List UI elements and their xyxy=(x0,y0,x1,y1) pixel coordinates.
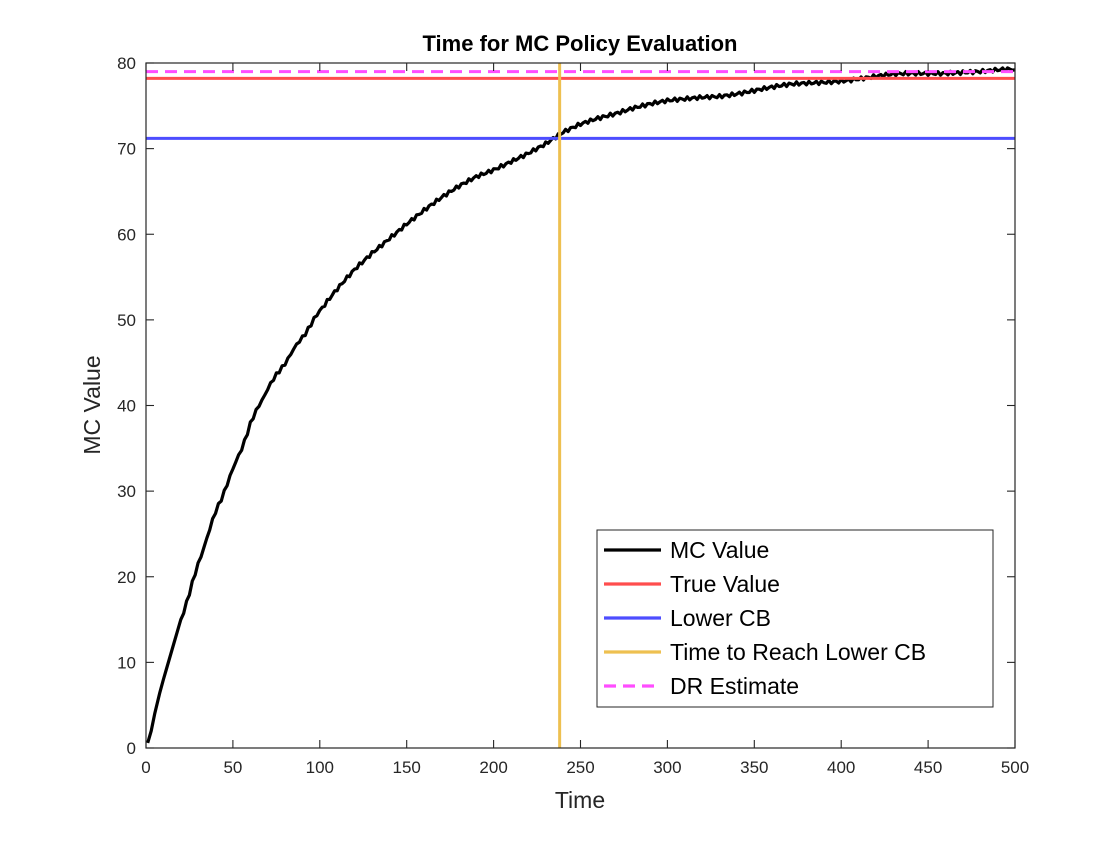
y-tick-label: 30 xyxy=(117,482,136,501)
x-tick-label: 100 xyxy=(306,758,334,777)
y-tick-label: 20 xyxy=(117,568,136,587)
data-layer xyxy=(146,63,1016,748)
x-tick-label: 50 xyxy=(223,758,242,777)
x-tick-label: 150 xyxy=(393,758,421,777)
y-tick-label: 0 xyxy=(127,739,136,758)
legend-label-mc-value: MC Value xyxy=(670,537,769,563)
x-tick-label: 450 xyxy=(914,758,942,777)
x-tick-label: 200 xyxy=(479,758,507,777)
legend-label-time-to-reach-lower-cb: Time to Reach Lower CB xyxy=(670,639,926,665)
y-tick-label: 80 xyxy=(117,54,136,73)
chart-title: Time for MC Policy Evaluation xyxy=(423,31,738,56)
legend: MC Value True Value Lower CB Time to Reach … xyxy=(596,529,994,708)
series-mc-value xyxy=(146,66,1016,744)
legend-label-true-value: True Value xyxy=(670,571,780,597)
y-tick-label: 60 xyxy=(117,225,136,244)
legend-label-dr-estimate: DR Estimate xyxy=(670,673,799,699)
y-tick-label: 50 xyxy=(117,311,136,330)
x-tick-label: 500 xyxy=(1001,758,1029,777)
x-tick-label: 400 xyxy=(827,758,855,777)
y-tick-label: 10 xyxy=(117,653,136,672)
y-tick-label: 40 xyxy=(117,397,136,416)
axis-ticks: 0 50 100 150 200 250 300 350 400 450 500 0 10 20 30 40 5… xyxy=(117,54,1029,777)
legend-box xyxy=(596,529,994,708)
y-axis-label: MC Value xyxy=(79,355,105,454)
legend-label-lower-cb: Lower CB xyxy=(670,605,771,631)
x-tick-label: 350 xyxy=(740,758,768,777)
x-tick-label: 0 xyxy=(141,758,150,777)
x-tick-label: 250 xyxy=(566,758,594,777)
y-tick-label: 70 xyxy=(117,140,136,159)
x-tick-label: 300 xyxy=(653,758,681,777)
x-axis-label: Time xyxy=(555,787,605,813)
